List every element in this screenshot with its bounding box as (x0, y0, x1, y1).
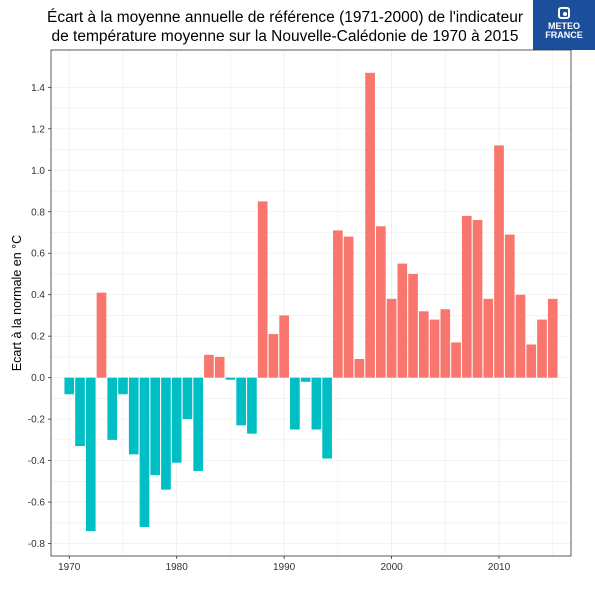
bar-1975 (118, 377, 128, 395)
bar-1972 (85, 377, 96, 532)
y-tick-label: 0.4 (31, 290, 45, 301)
logo-text-line-2: FRANCE (545, 30, 583, 40)
meteo-france-emblem-icon (558, 7, 570, 19)
y-tick-label: 1.4 (31, 83, 45, 94)
y-tick-label: 0.6 (31, 249, 45, 260)
bar-2006 (451, 342, 461, 378)
chart-title-line-2: de température moyenne sur la Nouvelle-C… (51, 28, 519, 45)
y-tick-label: 0.0 (31, 373, 45, 384)
y-tick-label: 0.2 (31, 332, 45, 343)
bar-1981 (182, 377, 193, 420)
bar-2011 (504, 234, 515, 378)
x-tick-label: 1970 (58, 562, 81, 573)
bar-2008 (472, 220, 483, 378)
bar-2012 (515, 294, 526, 378)
bar-1984 (214, 356, 225, 378)
bar-1990 (279, 315, 289, 378)
bar-2007 (461, 215, 472, 378)
bar-1979 (161, 377, 171, 490)
bar-2001 (397, 263, 408, 378)
y-tick-label: 1.2 (31, 124, 45, 135)
x-axis-ticks: 1970 1980 1990 2000 2010 (58, 556, 511, 573)
y-tick-label: -0.2 (28, 415, 46, 426)
bar-1973 (96, 292, 107, 378)
bar-1992 (300, 377, 311, 382)
bar-1971 (75, 377, 85, 447)
y-tick-label: 1.0 (31, 166, 45, 177)
chart-title-line-1: Écart à la moyenne annuelle de référence… (46, 9, 523, 26)
bar-1985 (225, 377, 236, 380)
bars (64, 72, 558, 532)
bar-1983 (204, 354, 214, 378)
y-tick-label: -0.6 (28, 498, 46, 509)
chart-title: Écart à la moyenne annuelle de référence… (40, 8, 530, 46)
x-tick-label: 2000 (380, 562, 403, 573)
bar-2015 (547, 298, 558, 378)
bar-1974 (107, 377, 118, 440)
bar-2002 (408, 273, 418, 378)
bar-2010 (494, 145, 504, 378)
bar-2003 (418, 311, 429, 378)
bar-1994 (322, 377, 332, 459)
bar-1995 (333, 230, 343, 378)
y-axis-label: Ecart à la normale en °C (10, 235, 24, 371)
y-axis-ticks: -0.8 -0.6 -0.4 -0.2 0.0 0.2 0.4 0.6 0.8 1.0 1.2 1.4 (28, 83, 51, 550)
bar-1998 (365, 72, 375, 378)
bar-1987 (247, 377, 257, 434)
x-tick-label: 2010 (488, 562, 511, 573)
bar-1988 (257, 201, 268, 378)
bar-1976 (128, 377, 139, 455)
bar-1993 (311, 377, 322, 430)
bar-1986 (236, 377, 246, 426)
bar-1991 (290, 377, 300, 430)
bar-2005 (440, 309, 451, 378)
bar-2004 (429, 319, 440, 378)
bar-1989 (268, 334, 279, 378)
bar-2009 (483, 298, 494, 378)
bar-1996 (343, 236, 354, 378)
x-tick-label: 1980 (166, 562, 189, 573)
bar-2013 (526, 344, 537, 378)
bar-1978 (150, 377, 161, 476)
bar-1970 (64, 377, 75, 395)
y-tick-label: 0.8 (31, 207, 45, 218)
bar-2000 (386, 298, 397, 378)
bar-1982 (193, 377, 204, 471)
y-tick-label: -0.8 (28, 539, 46, 550)
bar-1980 (171, 377, 182, 463)
x-tick-label: 1990 (273, 562, 296, 573)
bar-1997 (354, 358, 365, 378)
bar-2014 (537, 319, 547, 378)
bar-1977 (139, 377, 150, 527)
y-tick-label: -0.4 (28, 456, 46, 467)
bar-1999 (376, 226, 386, 378)
meteo-france-logo: METEO FRANCE (533, 0, 595, 50)
plot-frame (50, 49, 572, 557)
logo-text-line-1: METEO (547, 21, 580, 31)
